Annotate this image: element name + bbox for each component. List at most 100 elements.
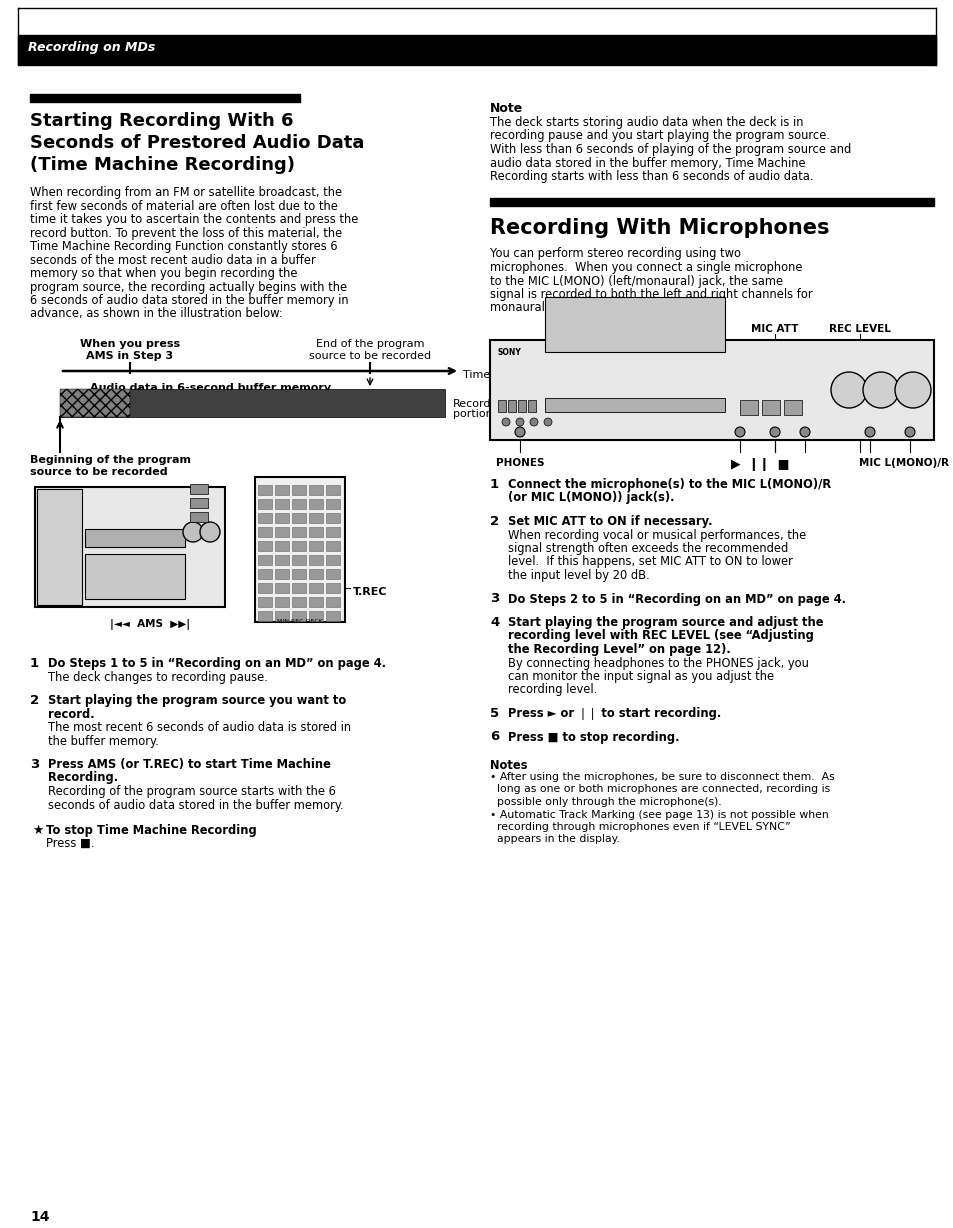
Bar — [292, 555, 306, 565]
Text: signal strength often exceeds the recommended: signal strength often exceeds the recomm… — [507, 542, 787, 555]
Bar — [292, 513, 306, 523]
Text: memory so that when you begin recording the: memory so that when you begin recording … — [30, 266, 297, 280]
Text: ▶  ❙❙  ■: ▶ ❙❙ ■ — [730, 458, 788, 472]
Text: possible only through the microphone(s).: possible only through the microphone(s). — [490, 797, 721, 807]
Text: recording level with REC LEVEL (see “Adjusting: recording level with REC LEVEL (see “Adj… — [507, 630, 813, 642]
Bar — [309, 542, 323, 551]
Bar — [326, 542, 339, 551]
Text: monaural recording.: monaural recording. — [490, 302, 606, 314]
Text: Start playing the program source and adjust the: Start playing the program source and adj… — [507, 616, 822, 629]
Circle shape — [501, 418, 510, 426]
Bar — [309, 583, 323, 593]
Bar — [257, 499, 272, 508]
Text: Set MIC ATT to ON if necessary.: Set MIC ATT to ON if necessary. — [507, 515, 712, 528]
Text: audio data stored in the buffer memory, Time Machine: audio data stored in the buffer memory, … — [490, 156, 804, 169]
Text: Notes: Notes — [490, 759, 527, 772]
Text: source to be recorded: source to be recorded — [309, 351, 431, 361]
Text: advance, as shown in the illustration below:: advance, as shown in the illustration be… — [30, 307, 282, 321]
Circle shape — [864, 427, 874, 437]
Bar — [527, 400, 536, 413]
Bar — [30, 95, 299, 102]
Circle shape — [769, 427, 780, 437]
Circle shape — [516, 418, 523, 426]
Bar — [274, 583, 289, 593]
Bar — [497, 400, 505, 413]
Bar — [490, 198, 933, 205]
Bar — [544, 398, 724, 413]
Text: Seconds of Prestored Audio Data: Seconds of Prestored Audio Data — [30, 134, 364, 152]
Bar — [326, 612, 339, 621]
Circle shape — [530, 418, 537, 426]
Bar — [761, 400, 780, 415]
Bar — [18, 36, 935, 65]
Text: 1: 1 — [30, 657, 39, 670]
Circle shape — [904, 427, 914, 437]
Text: Recording of the program source starts with the 6: Recording of the program source starts w… — [48, 785, 335, 798]
Text: recording pause and you start playing the program source.: recording pause and you start playing th… — [490, 129, 829, 142]
Text: Beginning of the program: Beginning of the program — [30, 456, 191, 465]
Text: portion: portion — [453, 409, 493, 419]
Bar — [292, 542, 306, 551]
Bar — [292, 485, 306, 495]
Text: • After using the microphones, be sure to disconnect them.  As: • After using the microphones, be sure t… — [490, 772, 834, 782]
Text: MIC L(MONO)/R: MIC L(MONO)/R — [858, 458, 948, 468]
Text: time it takes you to ascertain the contents and press the: time it takes you to ascertain the conte… — [30, 212, 358, 226]
Text: Audio data in 6-second buffer memory: Audio data in 6-second buffer memory — [90, 383, 331, 393]
Bar — [292, 612, 306, 621]
Text: 4: 4 — [490, 616, 498, 629]
Text: seconds of the most recent audio data in a buffer: seconds of the most recent audio data in… — [30, 253, 315, 266]
Bar — [257, 485, 272, 495]
Bar — [490, 340, 933, 440]
Bar — [190, 512, 208, 522]
Text: ★: ★ — [32, 824, 43, 837]
Bar — [274, 499, 289, 508]
Circle shape — [734, 427, 744, 437]
Circle shape — [515, 427, 524, 437]
Bar — [190, 499, 208, 508]
Bar — [309, 555, 323, 565]
Text: Press ■.: Press ■. — [46, 837, 94, 850]
Text: MIC ATT: MIC ATT — [750, 324, 798, 334]
Bar — [257, 555, 272, 565]
Bar — [309, 597, 323, 607]
Bar — [257, 597, 272, 607]
Bar — [274, 555, 289, 565]
Bar — [292, 569, 306, 578]
Text: MIN REC DECK: MIN REC DECK — [276, 619, 322, 624]
Circle shape — [183, 522, 203, 542]
Bar — [326, 555, 339, 565]
Bar — [274, 527, 289, 537]
Text: To stop Time Machine Recording: To stop Time Machine Recording — [46, 824, 256, 837]
Text: 6 seconds of audio data stored in the buffer memory in: 6 seconds of audio data stored in the bu… — [30, 293, 348, 307]
Circle shape — [800, 427, 809, 437]
Text: When you press: When you press — [80, 339, 180, 349]
Text: record button. To prevent the loss of this material, the: record button. To prevent the loss of th… — [30, 226, 342, 239]
Bar — [544, 297, 724, 352]
Bar — [257, 527, 272, 537]
Bar — [309, 499, 323, 508]
Text: Recording.: Recording. — [48, 771, 118, 785]
Text: program source, the recording actually begins with the: program source, the recording actually b… — [30, 280, 347, 293]
Circle shape — [543, 418, 552, 426]
Text: With less than 6 seconds of playing of the program source and: With less than 6 seconds of playing of t… — [490, 142, 850, 156]
Text: signal is recorded to both the left and right channels for: signal is recorded to both the left and … — [490, 289, 812, 301]
Text: the buffer memory.: the buffer memory. — [48, 734, 158, 748]
Circle shape — [830, 372, 866, 408]
Bar — [740, 400, 758, 415]
Text: recording level.: recording level. — [507, 684, 597, 696]
Bar — [309, 569, 323, 578]
Bar — [85, 529, 185, 546]
Text: (Time Machine Recording): (Time Machine Recording) — [30, 156, 294, 174]
Bar — [326, 513, 339, 523]
Text: 1: 1 — [490, 478, 498, 491]
Bar — [326, 485, 339, 495]
Text: By connecting headphones to the PHONES jack, you: By connecting headphones to the PHONES j… — [507, 657, 808, 669]
Text: AMS in Step 3: AMS in Step 3 — [87, 351, 173, 361]
Text: The deck changes to recording pause.: The deck changes to recording pause. — [48, 670, 268, 684]
Text: SONY: SONY — [497, 348, 521, 357]
Text: Press AMS (or T.REC) to start Time Machine: Press AMS (or T.REC) to start Time Machi… — [48, 758, 331, 771]
Text: first few seconds of material are often lost due to the: first few seconds of material are often … — [30, 199, 337, 212]
Text: Do Steps 1 to 5 in “Recording on an MD” on page 4.: Do Steps 1 to 5 in “Recording on an MD” … — [48, 657, 386, 670]
Bar — [257, 542, 272, 551]
Text: T.REC: T.REC — [353, 587, 387, 597]
